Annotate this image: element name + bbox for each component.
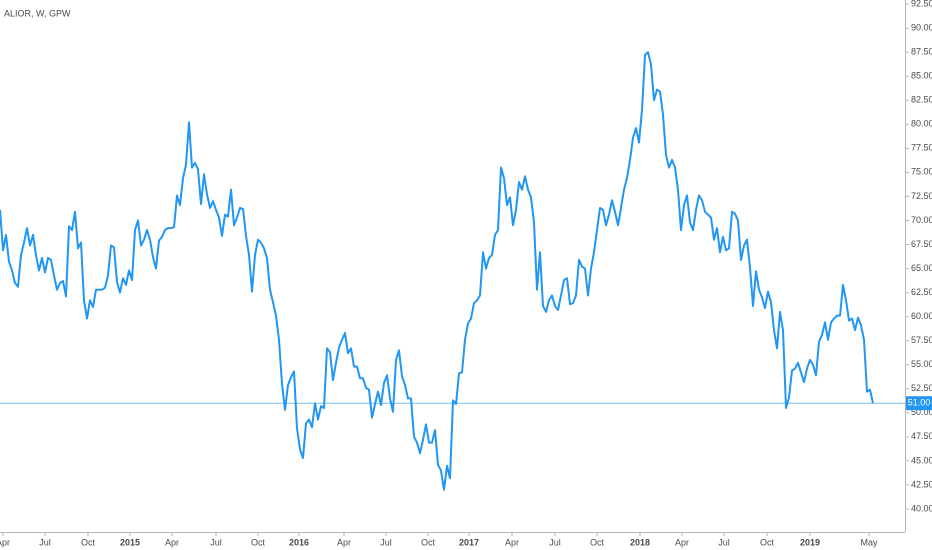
x-tick-label: 2019 xyxy=(800,537,820,547)
y-tick-label: 45.00 xyxy=(911,455,932,465)
x-tick-label: Jul xyxy=(39,537,51,547)
x-tick-label: Apr xyxy=(505,537,519,547)
x-tick-label: May xyxy=(860,537,878,547)
x-tick-label: 2017 xyxy=(459,537,479,547)
y-tick-label: 77.50 xyxy=(911,143,932,153)
x-tick-label: Apr xyxy=(165,537,179,547)
x-tick-label: Jul xyxy=(718,537,730,547)
last-price-box xyxy=(906,396,932,411)
x-tick-label: Jul xyxy=(210,537,222,547)
y-tick-label: 55.00 xyxy=(911,359,932,369)
x-tick-label: Apr xyxy=(675,537,689,547)
last-price-label: 51.00 xyxy=(908,398,931,408)
y-tick-label: 42.50 xyxy=(911,479,932,489)
y-tick-label: 87.50 xyxy=(911,47,932,57)
x-tick-label: Apr xyxy=(0,537,10,547)
y-tick-label: 70.00 xyxy=(911,215,932,225)
x-tick-label: Oct xyxy=(81,537,96,547)
y-tick-label: 65.00 xyxy=(911,263,932,273)
y-tick-label: 92.50 xyxy=(911,0,932,8)
x-tick-label: Apr xyxy=(337,537,351,547)
y-tick-label: 47.50 xyxy=(911,431,932,441)
y-tick-label: 60.00 xyxy=(911,311,932,321)
y-tick-label: 40.00 xyxy=(911,503,932,513)
y-tick-label: 50.00 xyxy=(911,407,932,417)
x-tick-label: Jul xyxy=(380,537,392,547)
y-tick-label: 82.50 xyxy=(911,95,932,105)
x-tick-label: Oct xyxy=(760,537,775,547)
x-tick-label: Jul xyxy=(549,537,561,547)
y-tick-label: 85.00 xyxy=(911,71,932,81)
y-tick-label: 72.50 xyxy=(911,191,932,201)
y-tick-label: 62.50 xyxy=(911,287,932,297)
x-tick-label: 2015 xyxy=(120,537,140,547)
price-line xyxy=(0,51,874,491)
x-tick-label: 2018 xyxy=(630,537,650,547)
y-tick-label: 90.00 xyxy=(911,22,932,32)
chart-title: ALIOR, W, GPW xyxy=(4,8,71,18)
y-tick-label: 52.50 xyxy=(911,383,932,393)
y-tick-label: 80.00 xyxy=(911,119,932,129)
x-tick-label: 2016 xyxy=(289,537,309,547)
y-tick-label: 67.50 xyxy=(911,239,932,249)
y-tick-label: 57.50 xyxy=(911,335,932,345)
y-tick-label: 75.00 xyxy=(911,167,932,177)
x-tick-label: Oct xyxy=(590,537,605,547)
x-tick-label: Oct xyxy=(251,537,266,547)
x-tick-label: Oct xyxy=(421,537,436,547)
